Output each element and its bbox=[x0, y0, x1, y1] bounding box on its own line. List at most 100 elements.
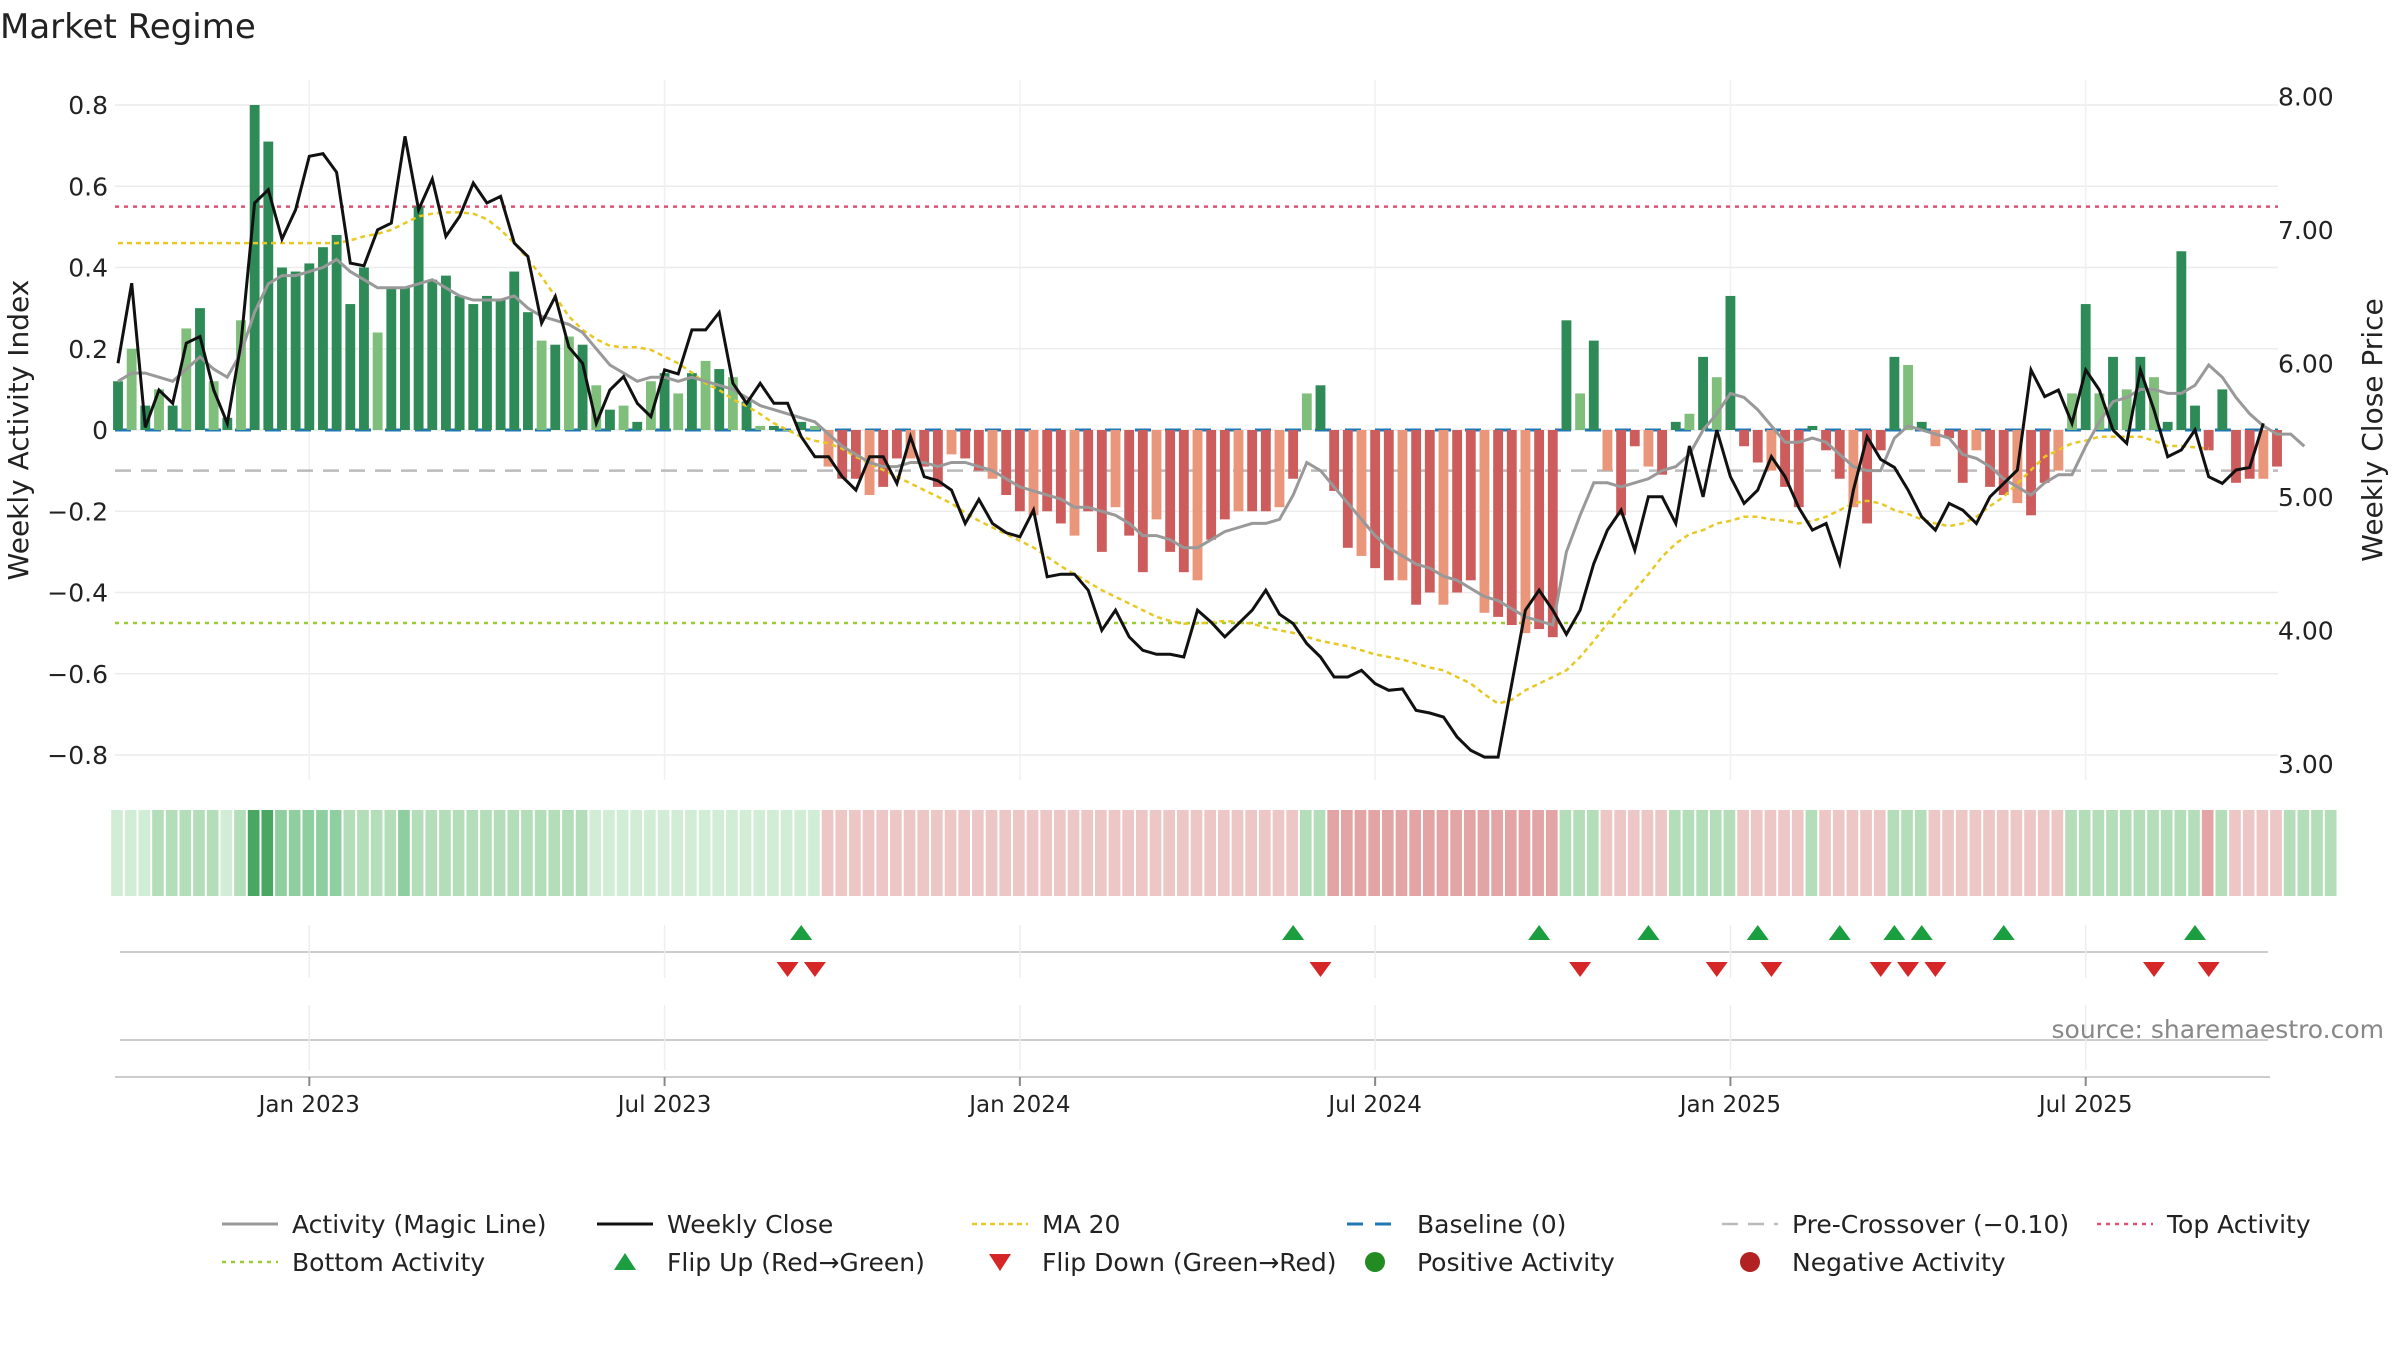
activity-bar bbox=[714, 369, 725, 430]
legend-entry-ma20: MA 20 bbox=[972, 1210, 1120, 1239]
regime-strip-cell bbox=[452, 810, 465, 896]
activity-bar bbox=[1452, 430, 1463, 593]
regime-strip-cell bbox=[2297, 810, 2310, 896]
activity-bar bbox=[372, 332, 383, 430]
regime-strip-cell bbox=[2078, 810, 2091, 896]
activity-bar bbox=[1957, 430, 1968, 483]
regime-strip-cell bbox=[411, 810, 424, 896]
regime-strip-cell bbox=[1436, 810, 1449, 896]
legend-swatch-flip-up bbox=[614, 1253, 636, 1270]
flip-down-marker bbox=[1569, 962, 1592, 977]
activity-bar bbox=[318, 247, 328, 430]
activity-bar bbox=[1602, 430, 1613, 471]
regime-strip-cell bbox=[1013, 810, 1025, 896]
activity-bar bbox=[1985, 430, 1995, 487]
regime-strip-cell bbox=[2229, 810, 2241, 896]
activity-bar bbox=[1766, 430, 1777, 471]
regime-strip-cell bbox=[138, 810, 151, 896]
regime-strip-cell bbox=[2311, 810, 2323, 896]
regime-strip-cell bbox=[1450, 810, 1462, 896]
legend-label: Activity (Magic Line) bbox=[292, 1210, 546, 1239]
activity-bar bbox=[2272, 430, 2282, 467]
activity-bar bbox=[181, 328, 192, 430]
activity-bar bbox=[1875, 430, 1886, 451]
activity-bar bbox=[659, 373, 670, 430]
activity-bar bbox=[960, 430, 971, 459]
flip-panel bbox=[120, 925, 2268, 1070]
regime-strip-cell bbox=[698, 810, 711, 896]
legend-label: Flip Up (Red→Green) bbox=[667, 1248, 925, 1277]
regime-strip-cell bbox=[1340, 810, 1353, 896]
activity-bar bbox=[1479, 430, 1490, 613]
activity-bar bbox=[891, 430, 902, 459]
activity-bar bbox=[1124, 430, 1135, 536]
activity-bar bbox=[1342, 430, 1353, 548]
legend-entry-precross: Pre-Crossover (−0.10) bbox=[1722, 1210, 2069, 1239]
flip-down-marker bbox=[1760, 962, 1783, 977]
activity-bar bbox=[359, 267, 369, 430]
regime-strip-cell bbox=[2092, 810, 2105, 896]
activity-bar bbox=[1315, 385, 1326, 430]
regime-strip-cell bbox=[1463, 810, 1476, 896]
activity-bar bbox=[441, 275, 451, 430]
legend-swatch-negative bbox=[1740, 1252, 1760, 1272]
regime-strip-cell bbox=[2119, 810, 2132, 896]
regime-strip-cell bbox=[1860, 810, 1872, 896]
activity-bar bbox=[1370, 430, 1381, 569]
regime-strip-cell bbox=[2188, 810, 2200, 896]
regime-strip-cell bbox=[275, 810, 287, 896]
activity-bar bbox=[1383, 430, 1394, 581]
regime-strip-cell bbox=[316, 810, 328, 896]
activity-bar bbox=[905, 430, 916, 459]
activity-bar bbox=[1520, 430, 1531, 634]
regime-strip-cell bbox=[808, 810, 820, 896]
activity-bar bbox=[782, 430, 793, 431]
activity-bar bbox=[1793, 430, 1804, 508]
regime-strip-cell bbox=[1819, 810, 1831, 896]
regime-strip-cell bbox=[603, 810, 615, 896]
regime-strip-cell bbox=[630, 810, 643, 896]
regime-strip-cell bbox=[425, 810, 438, 896]
regime-strip-cell bbox=[1764, 810, 1777, 896]
activity-bar bbox=[2067, 393, 2077, 430]
regime-strip-cell bbox=[288, 810, 301, 896]
activity-bar bbox=[768, 425, 779, 430]
regime-strip-cell bbox=[1327, 810, 1339, 896]
x-tick-label: Jul 2024 bbox=[1326, 1092, 1422, 1118]
activity-bar bbox=[2053, 430, 2064, 471]
weekly-close-line bbox=[116, 136, 2265, 759]
activity-bar bbox=[1670, 421, 1681, 430]
regime-strip-cell bbox=[370, 810, 383, 896]
regime-strip-cell bbox=[1177, 810, 1189, 896]
regime-strip-cell bbox=[2174, 810, 2187, 896]
activity-bar bbox=[2162, 421, 2173, 430]
regime-strip-cell bbox=[972, 810, 984, 896]
activity-bar bbox=[1575, 393, 1586, 430]
activity-bar bbox=[1998, 430, 2009, 495]
regime-strip-cell bbox=[1750, 810, 1763, 896]
activity-bar bbox=[2080, 304, 2091, 430]
regime-strip-cell bbox=[1969, 810, 1982, 896]
activity-bar bbox=[1301, 393, 1312, 430]
y-tick-label-left: 0.4 bbox=[68, 254, 108, 283]
y-tick-label-left: −0.2 bbox=[47, 497, 108, 526]
activity-bar bbox=[2203, 430, 2214, 451]
flip-down-marker bbox=[1897, 962, 1920, 977]
activity-bar bbox=[167, 405, 178, 430]
y-axis-label-left: Weekly Activity Index bbox=[2, 280, 35, 581]
legend-entry-flipup: Flip Up (Red→Green) bbox=[614, 1248, 925, 1277]
y-axis-label-right: Weekly Close Price bbox=[2356, 298, 2389, 561]
regime-strip-cell bbox=[1054, 810, 1066, 896]
y-tick-label-left: 0.8 bbox=[68, 91, 108, 120]
activity-bar bbox=[1356, 430, 1367, 556]
activity-bar bbox=[1055, 430, 1066, 524]
regime-strip-cell bbox=[1381, 810, 1394, 896]
x-tick-label: Jul 2025 bbox=[2037, 1092, 2133, 1118]
regime-strip-cell bbox=[1040, 810, 1053, 896]
regime-strip-cell bbox=[1600, 810, 1613, 896]
regime-strip-cell bbox=[1245, 810, 1257, 896]
regime-strip-cell bbox=[1668, 810, 1681, 896]
activity-bar bbox=[427, 279, 438, 430]
regime-strip-cell bbox=[999, 810, 1012, 896]
regime-strip-cell bbox=[2201, 810, 2214, 896]
